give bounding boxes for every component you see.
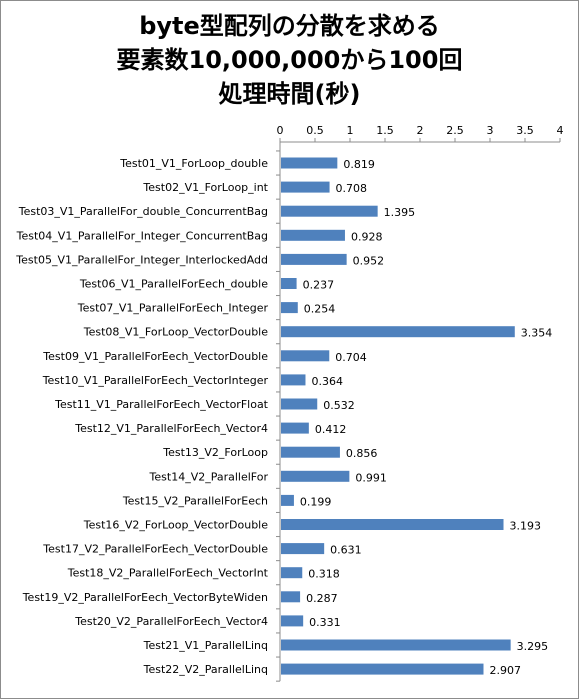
data-label: 0.631 <box>330 544 362 557</box>
category-label: Test02_V1_ForLoop_int <box>142 181 268 194</box>
data-label: 0.331 <box>309 616 341 629</box>
x-tick-label: 1.5 <box>376 124 394 137</box>
category-label: Test21_V1_ParallelLinq <box>143 639 268 652</box>
data-label: 3.193 <box>510 520 542 533</box>
chart-title-line-2: 要素数10,000,000から100回 <box>116 46 463 74</box>
data-label: 0.412 <box>315 423 347 436</box>
bar <box>281 422 309 434</box>
bars <box>281 157 515 675</box>
category-label: Test12_V1_ParallelForEech_Vector4 <box>74 422 268 435</box>
category-label: Test04_V1_ParallelFor_Integer_Concurrent… <box>16 229 268 242</box>
bar <box>281 374 306 386</box>
category-label: Test13_V2_ForLoop <box>162 446 268 459</box>
bar <box>281 615 304 627</box>
data-label: 3.295 <box>517 640 549 653</box>
category-label: Test05_V1_ParallelFor_Integer_Interlocke… <box>15 253 268 266</box>
category-label: Test17_V2_ParallelForEech_VectorDouble <box>42 543 268 556</box>
category-label: Test22_V2_ParallelLinq <box>143 663 268 676</box>
category-label: Test18_V2_ParallelForEech_VectorInt <box>67 567 269 580</box>
bar <box>281 663 484 675</box>
bar <box>281 302 298 314</box>
category-label: Test09_V1_ParallelForEech_VectorDouble <box>42 350 268 363</box>
data-label: 0.991 <box>355 471 387 484</box>
data-label: 2.907 <box>489 664 521 677</box>
category-label: Test03_V1_ParallelFor_double_ConcurrentB… <box>18 205 268 218</box>
bar <box>281 205 378 217</box>
chart-title: byte型配列の分散を求める 要素数10,000,000から100回 処理時間(… <box>1 9 578 111</box>
x-tick-label: 1 <box>347 124 354 137</box>
bar <box>281 591 301 603</box>
x-tick-label: 2 <box>417 124 424 137</box>
bar <box>281 157 338 169</box>
chart-title-line-1: byte型配列の分散を求める <box>139 12 440 40</box>
chart-title-line-3: 処理時間(秒) <box>218 80 361 108</box>
data-label: 0.704 <box>335 351 367 364</box>
category-label: Test19_V2_ParallelForEech_VectorByteWide… <box>22 591 268 604</box>
bar <box>281 350 330 362</box>
category-label: Test08_V1_ForLoop_VectorDouble <box>83 326 269 339</box>
x-tick-label: 0.5 <box>306 124 324 137</box>
x-tick-label: 0 <box>277 124 284 137</box>
bar <box>281 543 325 555</box>
data-label: 0.199 <box>300 495 332 508</box>
x-tick-label: 3.5 <box>516 124 534 137</box>
bar <box>281 494 294 506</box>
bar <box>281 470 350 482</box>
category-label: Test20_V2_ParallelForEech_Vector4 <box>74 615 268 628</box>
bar <box>281 398 318 410</box>
bar <box>281 181 330 193</box>
data-label: 0.708 <box>336 182 368 195</box>
data-label: 0.237 <box>303 279 335 292</box>
bar <box>281 278 297 289</box>
data-label: 0.819 <box>343 158 375 171</box>
data-label: 0.928 <box>351 230 383 243</box>
bar <box>281 326 515 338</box>
data-label: 1.395 <box>384 206 416 219</box>
category-label: Test16_V2_ForLoop_VectorDouble <box>83 519 269 532</box>
data-label: 0.952 <box>353 254 385 267</box>
category-label: Test07_V1_ParallelForEech_Integer <box>77 302 269 315</box>
x-axis: 0 0.5 1 1.5 2 2.5 3 3.5 4 <box>276 124 564 682</box>
bar <box>281 446 340 458</box>
category-label: Test15_V2_ParallelForEech <box>122 494 268 507</box>
x-tick-label: 4 <box>557 124 564 137</box>
data-label: 0.287 <box>306 592 338 605</box>
bar <box>281 567 303 579</box>
bar <box>281 639 511 651</box>
category-labels: Test01_V1_ForLoop_double Test02_V1_ForLoo… <box>15 157 268 676</box>
data-label: 0.532 <box>323 399 355 412</box>
x-tick-label: 2.5 <box>446 124 464 137</box>
category-label: Test11_V1_ParallelForEech_VectorFloat <box>54 398 269 411</box>
category-label: Test14_V2_ParallelFor <box>149 470 269 483</box>
data-label: 0.856 <box>346 447 378 460</box>
bar <box>281 519 504 530</box>
x-tick-label: 3 <box>487 124 494 137</box>
bar <box>281 229 345 241</box>
data-label: 0.254 <box>304 303 336 316</box>
category-label: Test01_V1_ForLoop_double <box>119 157 268 170</box>
data-label: 3.354 <box>521 327 553 340</box>
category-label: Test06_V1_ParallelForEech_double <box>79 278 268 291</box>
bar <box>281 253 347 265</box>
data-label: 0.318 <box>308 568 340 581</box>
category-label: Test10_V1_ParallelForEech_VectorInteger <box>42 374 269 387</box>
data-label: 0.364 <box>311 375 343 388</box>
